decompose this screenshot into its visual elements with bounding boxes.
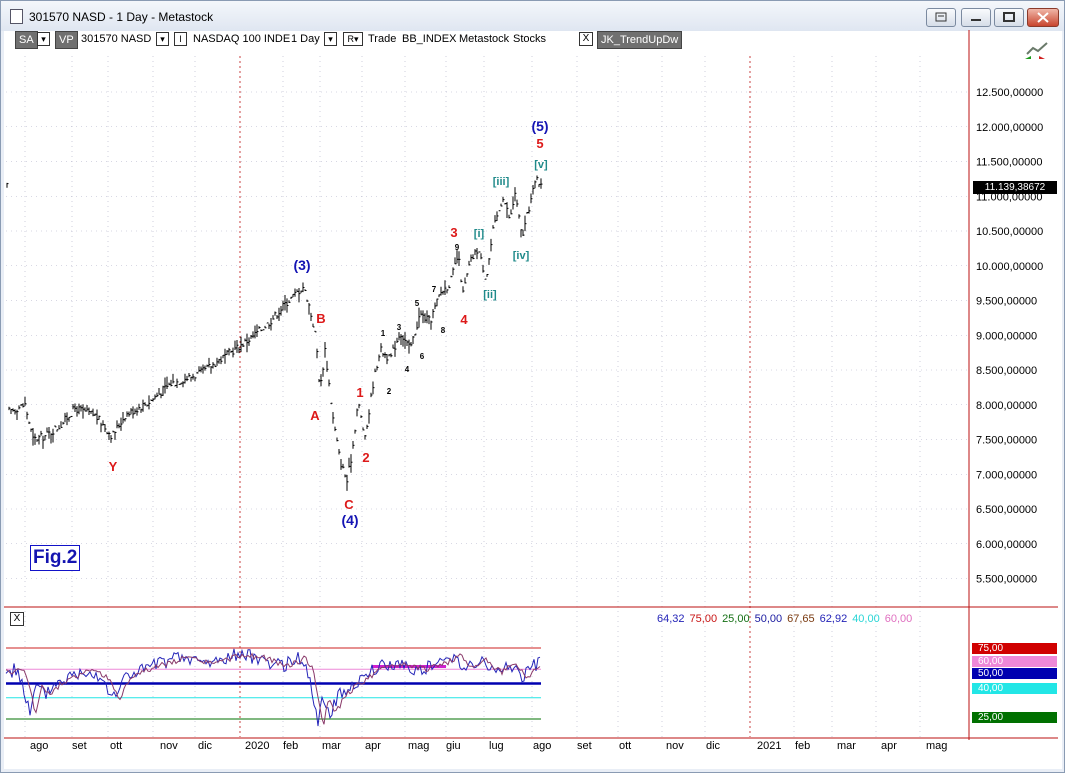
stocks-label: Stocks bbox=[513, 33, 547, 45]
sa-button[interactable]: SA bbox=[15, 31, 38, 49]
oscillator-value: 25,00 bbox=[722, 613, 750, 625]
maximize-button[interactable] bbox=[994, 8, 1024, 27]
r-label: R bbox=[347, 34, 354, 44]
minimize-button[interactable] bbox=[961, 8, 991, 27]
maximize-icon bbox=[1003, 12, 1015, 22]
sa-dropdown-icon[interactable]: ▾ bbox=[37, 32, 50, 46]
oscillator-axis-tag: 40,00 bbox=[972, 683, 1057, 694]
minimize-icon bbox=[971, 19, 981, 21]
bb-index-label: BB_INDEX bbox=[402, 33, 457, 45]
oscillator-axis-tag: 25,00 bbox=[972, 712, 1057, 723]
indicator-tag[interactable]: JK_TrendUpDw bbox=[597, 31, 683, 49]
oscillator-axis-tag: 75,00 bbox=[972, 643, 1057, 654]
symbol-label: 301570 NASD bbox=[81, 33, 152, 45]
period-label: 1 Day bbox=[291, 33, 320, 45]
figure-label: Fig.2 bbox=[30, 545, 81, 571]
vp-button[interactable]: VP bbox=[55, 31, 78, 49]
oscillator-axis-tag: 60,00 bbox=[972, 656, 1057, 667]
remove-indicator-button[interactable]: X bbox=[579, 32, 593, 46]
oscillator-value: 67,65 bbox=[787, 613, 815, 625]
chart-area[interactable] bbox=[4, 31, 1062, 769]
chart-navigation-icon[interactable] bbox=[1025, 40, 1051, 60]
oscillator-value: 50,00 bbox=[754, 613, 783, 625]
period-dropdown-icon[interactable]: ▾ bbox=[324, 32, 337, 46]
close-icon bbox=[1037, 12, 1049, 23]
close-window-button[interactable] bbox=[1027, 8, 1059, 27]
oscillator-values: 64,32 75,00 25,00 50,00 67,65 62,92 40,00 60,00 bbox=[657, 613, 917, 625]
trade-label: Trade bbox=[368, 33, 397, 45]
oscillator-value: 64,32 bbox=[657, 613, 685, 625]
restore-icon bbox=[935, 12, 947, 22]
index-name: NASDAQ 100 INDE bbox=[193, 33, 291, 45]
current-price-tag: 11.139,38672 bbox=[973, 181, 1057, 194]
metastock-label: Metastock bbox=[459, 33, 510, 45]
indicator-i-button[interactable]: I bbox=[174, 32, 187, 46]
r-button[interactable]: R▾ bbox=[343, 32, 363, 46]
title-bar[interactable]: 301570 NASD - 1 Day - Metastock bbox=[1, 1, 1064, 31]
oscillator-value: 62,92 bbox=[819, 613, 848, 625]
chart-document-icon bbox=[10, 9, 23, 24]
oscillator-value: 60,00 bbox=[884, 613, 913, 625]
symbol-dropdown-icon[interactable]: ▾ bbox=[156, 32, 169, 46]
window-title: 301570 NASD - 1 Day - Metastock bbox=[29, 10, 214, 24]
restore-window-button[interactable] bbox=[926, 8, 956, 27]
oscillator-axis-tag: 50,00 bbox=[972, 668, 1057, 679]
oscillator-value: 40,00 bbox=[852, 613, 880, 625]
oscillator-value: 75,00 bbox=[689, 613, 718, 625]
close-oscillator-button[interactable]: X bbox=[10, 612, 24, 626]
